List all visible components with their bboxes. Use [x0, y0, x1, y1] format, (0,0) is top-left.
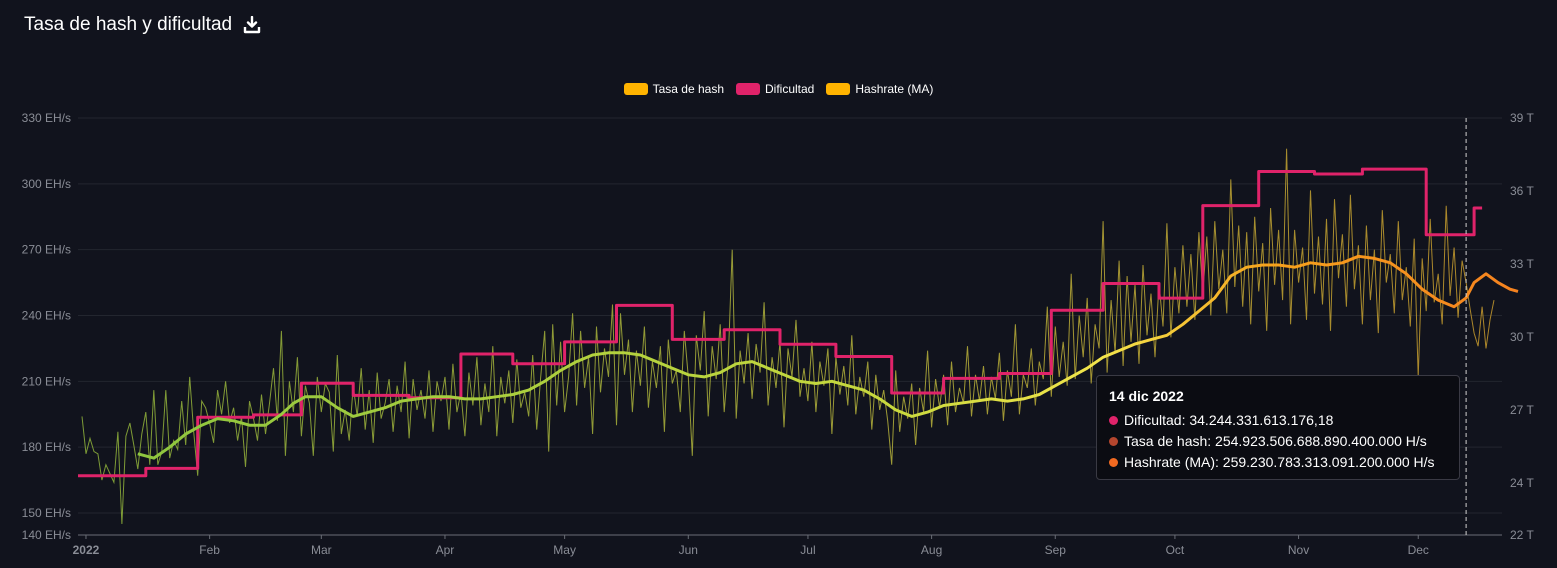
x-tick-label: Sep [1045, 543, 1067, 557]
y-right-tick-label: 39 T [1510, 111, 1534, 125]
x-tick-label: Oct [1166, 543, 1185, 557]
tooltip-dot-difficulty [1109, 416, 1118, 425]
download-button[interactable] [242, 14, 262, 36]
chart-header: Tasa de hash y dificultad [24, 14, 262, 36]
y-left-tick-label: 210 EH/s [22, 374, 71, 388]
series-tasa-de-hash [81, 148, 1495, 525]
tooltip-dot-hashrate [1109, 437, 1118, 446]
x-tick-label: Apr [436, 543, 455, 557]
axes: 140 EH/s 150 EH/s 180 EH/s 210 EH/s 240 EH/s… [22, 111, 1535, 557]
legend-swatch-hashrate [623, 83, 648, 95]
x-tick-label: Mar [311, 543, 332, 557]
legend-label-hashrate-ma: Hashrate (MA) [855, 82, 934, 96]
legend-label-hashrate: Tasa de hash [652, 82, 724, 96]
chart-tooltip: 14 dic 2022 Dificultad: 34.244.331.613.1… [1096, 375, 1460, 480]
x-tick-label: Jul [800, 543, 815, 557]
y-right-tick-label: 33 T [1510, 257, 1534, 271]
line-tasa-de-hash [81, 148, 1495, 525]
y-left-tick-label: 240 EH/s [22, 309, 71, 323]
y-right-tick-label: 30 T [1510, 330, 1534, 344]
y-left-tick-label: 330 EH/s [22, 111, 71, 125]
y-right-tick-label: 22 T [1510, 528, 1534, 542]
y-right-tick-label: 36 T [1510, 184, 1534, 198]
chart-title: Tasa de hash y dificultad [24, 14, 233, 35]
tooltip-dot-hashrate-ma [1109, 458, 1118, 467]
legend-label-difficulty: Dificultad [765, 82, 815, 96]
legend-swatch-hashrate-ma [826, 83, 851, 95]
series-hashrate-ma [137, 254, 1519, 460]
tooltip-date: 14 dic 2022 [1109, 388, 1184, 404]
tooltip-row-difficulty: Dificultad: 34.244.331.613.176,18 [1109, 410, 1447, 431]
line-hashrate-ma [137, 254, 1519, 460]
x-tick-label: Jun [679, 543, 698, 557]
x-tick-label: Nov [1288, 543, 1309, 557]
y-right-tick-label: 24 T [1510, 476, 1534, 490]
chart-legend: Tasa de hash Dificultad Hashrate (MA) [0, 82, 1557, 96]
legend-swatch-difficulty [736, 83, 760, 95]
download-icon [243, 16, 261, 34]
tooltip-text-hashrate-ma: Hashrate (MA): 259.230.783.313.091.200.0… [1124, 454, 1435, 470]
line-dificultad [78, 167, 1483, 478]
y-right-tick-label: 27 T [1510, 403, 1534, 417]
tooltip-row-hashrate-ma: Hashrate (MA): 259.230.783.313.091.200.0… [1109, 452, 1447, 473]
tooltip-text-hashrate: Tasa de hash: 254.923.506.688.890.400.00… [1124, 433, 1427, 449]
tooltip-row-hashrate: Tasa de hash: 254.923.506.688.890.400.00… [1109, 431, 1447, 452]
x-tick-label: 2022 [73, 543, 100, 557]
y-left-tick-label: 270 EH/s [22, 243, 71, 257]
series-dificultad [78, 167, 1483, 478]
legend-item-hashrate-ma[interactable]: Hashrate (MA) [826, 82, 933, 96]
y-left-tick-label: 300 EH/s [22, 177, 71, 191]
y-left-tick-label: 180 EH/s [22, 440, 71, 454]
y-left-tick-label: 140 EH/s [22, 528, 71, 542]
tooltip-text-difficulty: Dificultad: 34.244.331.613.176,18 [1124, 412, 1334, 428]
x-tick-label: Feb [199, 543, 220, 557]
x-tick-label: Dec [1408, 543, 1429, 557]
legend-item-hashrate[interactable]: Tasa de hash [623, 82, 724, 96]
x-tick-label: Aug [921, 543, 942, 557]
y-left-tick-label: 150 EH/s [22, 506, 71, 520]
legend-item-difficulty[interactable]: Dificultad [736, 82, 814, 96]
x-tick-label: May [553, 543, 576, 557]
